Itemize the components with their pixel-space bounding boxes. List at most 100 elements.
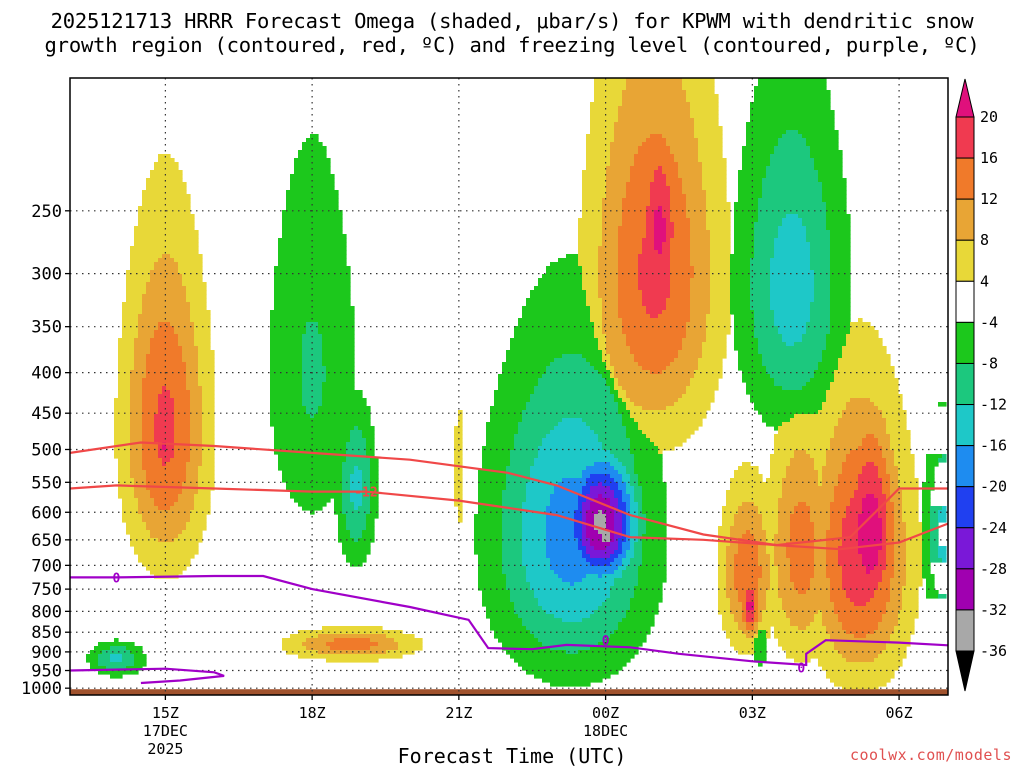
omega-cell — [690, 114, 719, 119]
omega-cell — [902, 494, 919, 499]
omega-cell — [886, 610, 899, 615]
omega-cell — [506, 466, 531, 471]
omega-cell — [378, 642, 399, 647]
omega-cell — [654, 222, 667, 227]
omega-cell — [586, 574, 599, 579]
omega-cell — [838, 422, 887, 427]
omega-cell — [766, 366, 819, 371]
omega-cell — [754, 254, 775, 259]
omega-cell — [354, 466, 359, 471]
omega-cell — [506, 650, 567, 655]
omega-cell — [498, 386, 535, 391]
omega-cell — [766, 634, 771, 639]
omega-cell — [142, 426, 155, 431]
omega-cell — [842, 566, 867, 571]
omega-cell — [202, 386, 215, 391]
omega-cell — [886, 562, 895, 567]
omega-cell — [478, 578, 507, 583]
y-tick-label: 600 — [31, 503, 62, 523]
omega-cell — [198, 474, 215, 479]
omega-cell — [898, 618, 915, 623]
omega-cell — [546, 550, 583, 555]
omega-cell — [370, 646, 399, 651]
omega-cell — [746, 122, 835, 127]
omega-cell — [830, 230, 851, 235]
omega-cell — [162, 462, 167, 467]
omega-cell — [754, 86, 827, 91]
omega-cell — [858, 542, 883, 547]
omega-cell — [578, 238, 603, 243]
omega-cell — [618, 306, 647, 311]
omega-cell — [578, 498, 587, 503]
omega-cell — [590, 110, 619, 115]
omega-cell — [270, 330, 307, 335]
omega-cell — [650, 190, 671, 195]
omega-cell — [618, 254, 639, 259]
omega-cell — [670, 278, 691, 283]
omega-cell — [534, 674, 611, 679]
omega-cell — [846, 454, 883, 459]
omega-cell — [618, 290, 643, 295]
omega-cell — [622, 102, 691, 107]
omega-cell — [738, 506, 759, 511]
omega-cell — [814, 570, 827, 575]
omega-cell — [698, 158, 727, 163]
omega-cell — [618, 294, 643, 299]
omega-cell — [858, 546, 883, 551]
omega-cell — [502, 522, 523, 527]
omega-cell — [354, 538, 359, 543]
omega-cell — [938, 510, 947, 515]
omega-cell — [818, 470, 823, 475]
omega-cell — [602, 442, 631, 447]
omega-cell — [342, 482, 351, 487]
omega-cell — [370, 498, 379, 503]
omega-cell — [810, 622, 823, 627]
omega-cell — [490, 626, 527, 631]
omega-cell — [274, 270, 351, 275]
omega-cell — [778, 430, 835, 435]
omega-cell — [130, 426, 143, 431]
omega-cell — [750, 290, 771, 295]
omega-cell — [606, 514, 615, 519]
omega-cell — [858, 534, 883, 539]
omega-cell — [302, 354, 323, 359]
omega-cell — [602, 238, 619, 243]
omega-cell — [158, 450, 175, 455]
omega-cell — [750, 530, 767, 535]
omega-cell — [526, 574, 559, 579]
omega-cell — [706, 226, 731, 231]
omega-cell — [342, 550, 371, 555]
omega-cell — [478, 498, 503, 503]
omega-cell — [686, 390, 715, 395]
omega-cell — [154, 422, 175, 427]
omega-cell — [758, 614, 763, 619]
omega-cell — [754, 334, 783, 339]
omega-cell — [522, 506, 547, 511]
credit-link[interactable]: coolwx.com/models — [849, 746, 1012, 764]
colorbar-label: -20 — [980, 478, 1007, 496]
omega-cell — [134, 350, 151, 355]
omega-cell — [762, 526, 779, 531]
omega-cell — [638, 254, 671, 259]
omega-cell — [878, 438, 891, 443]
omega-cell — [630, 598, 663, 603]
omega-cell — [286, 650, 319, 655]
omega-cell — [814, 558, 827, 563]
omega-cell — [274, 266, 351, 271]
omega-cell — [630, 506, 639, 511]
omega-cell — [370, 466, 379, 471]
omega-cell — [606, 190, 627, 195]
omega-cell — [586, 302, 603, 307]
omega-cell — [610, 554, 619, 559]
omega-cell — [774, 310, 811, 315]
omega-cell — [766, 530, 779, 535]
omega-cell — [838, 358, 891, 363]
omega-cell — [494, 634, 535, 639]
omega-cell — [154, 438, 175, 443]
omega-cell — [602, 314, 619, 319]
x-tick-label: 15Z — [152, 704, 179, 722]
omega-cell — [698, 154, 723, 159]
omega-cell — [690, 250, 711, 255]
omega-cell — [906, 542, 923, 547]
omega-cell — [842, 354, 891, 359]
